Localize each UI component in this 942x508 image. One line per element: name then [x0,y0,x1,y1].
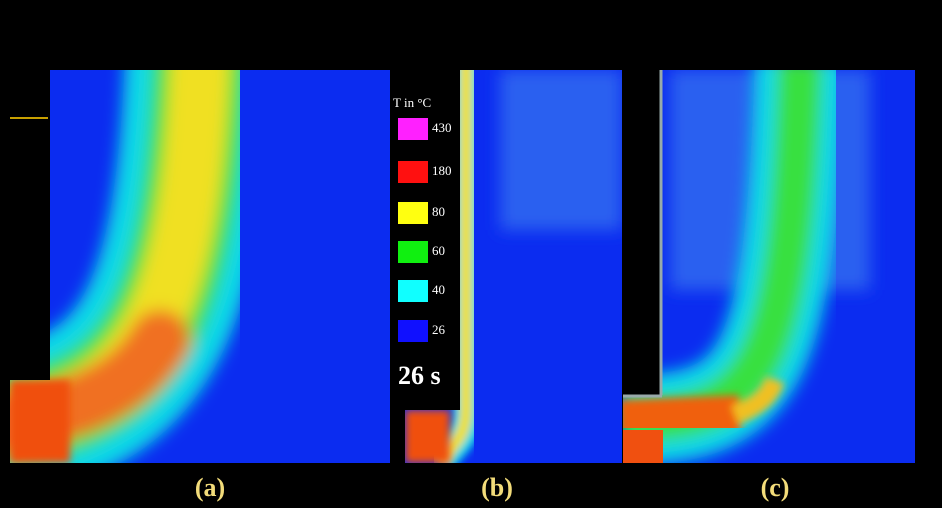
legend-swatch [398,241,428,263]
legend-label: 430 [432,120,452,135]
time-label: 26 s [398,361,441,390]
panel-label: (a) [195,473,225,502]
legend-swatch [398,320,428,342]
panel-c [623,70,915,463]
legend-label: 26 [432,322,446,337]
panel-label: (c) [761,473,790,502]
legend-swatch [398,202,428,224]
panel-label: (b) [481,473,513,502]
panel-a [10,70,390,463]
legend-swatch [398,118,428,140]
legend-label: 40 [432,282,445,297]
legend-swatch [398,161,428,183]
legend-label: 180 [432,163,452,178]
panel-b [405,70,622,463]
legend: 430 180 80 60 40 26 [398,118,452,342]
legend-label: 80 [432,204,445,219]
legend-swatch [398,280,428,302]
legend-title: T in °C [393,95,431,110]
legend-label: 60 [432,243,445,258]
